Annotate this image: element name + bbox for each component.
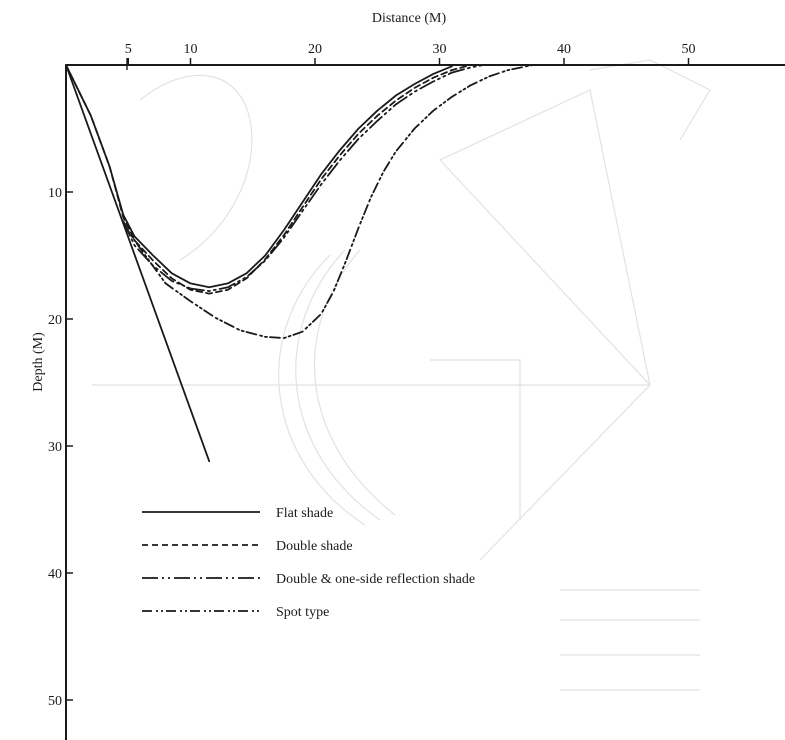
y-tick-label: 20 xyxy=(48,313,62,328)
legend-label: Flat shade xyxy=(276,506,333,521)
axis-ticks: 5 10 20 30 40 50 10 20 30 40 50 xyxy=(48,42,696,709)
y-axis-title: Depth (M) xyxy=(31,332,46,392)
y-tick-label: 40 xyxy=(48,567,62,582)
x-tick-label: 30 xyxy=(433,42,447,57)
y-tick-label: 30 xyxy=(48,440,62,455)
reference-line xyxy=(65,64,211,463)
axes xyxy=(65,58,785,740)
legend-label: Double shade xyxy=(276,539,353,554)
legend-label: Double & one-side reflection shade xyxy=(276,572,475,587)
x-tick-label: 20 xyxy=(308,42,322,57)
x-axis-title: Distance (M) xyxy=(372,11,447,26)
y-tick-label: 10 xyxy=(48,186,62,201)
x-tick-label: 40 xyxy=(557,42,571,57)
series-line-2 xyxy=(65,64,472,295)
x-tick-label: 5 xyxy=(125,42,132,57)
series-line-4 xyxy=(122,64,534,340)
legend: Flat shade Double shade Double & one-side … xyxy=(142,506,475,620)
faint-background-figure xyxy=(92,59,711,691)
series-layer xyxy=(65,64,534,463)
legend-label: Spot type xyxy=(276,605,329,620)
x-tick-label: 50 xyxy=(682,42,696,57)
x-tick-label: 10 xyxy=(184,42,198,57)
series-line-1 xyxy=(65,64,453,289)
y-tick-label: 50 xyxy=(48,694,62,709)
series-line-3 xyxy=(122,64,485,293)
